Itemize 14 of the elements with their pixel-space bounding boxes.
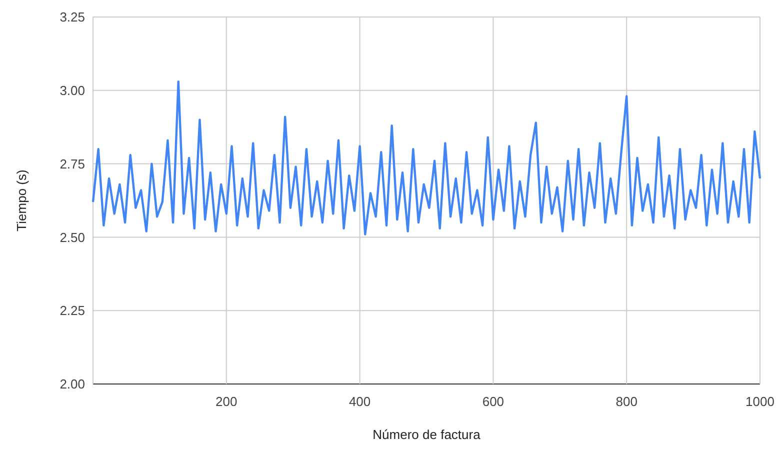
y-tick-label: 2.50 — [60, 230, 85, 245]
y-tick-label: 3.00 — [60, 82, 85, 98]
y-tick-label: 2.25 — [60, 303, 85, 318]
x-tick-label: 600 — [482, 394, 504, 409]
x-tick-label: 1000 — [746, 394, 774, 409]
y-axis-title: Tiempo (s) — [14, 170, 29, 232]
x-tick-label: 400 — [348, 394, 371, 409]
x-tick-label: 800 — [616, 394, 638, 409]
y-tick-label: 3.25 — [60, 10, 85, 25]
y-tick-label: 2.00 — [60, 376, 85, 392]
line-series — [92, 80, 762, 236]
y-tick-label: 2.75 — [60, 156, 85, 172]
x-tick-label: 200 — [216, 394, 238, 409]
x-axis-title: Número de factura — [372, 427, 482, 442]
